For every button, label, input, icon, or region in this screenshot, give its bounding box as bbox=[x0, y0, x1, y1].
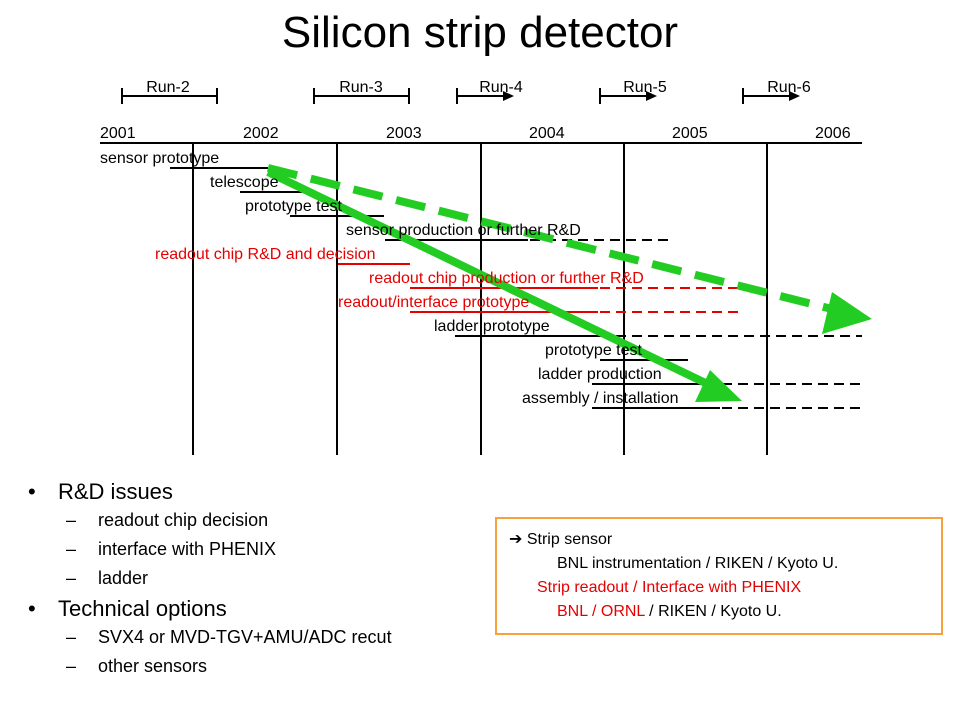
run-label: Run-6 bbox=[767, 79, 811, 96]
bullet-list: R&D issues readout chip decision interfa… bbox=[28, 480, 392, 685]
sub-bullet: SVX4 or MVD-TGV+AMU/ADC recut bbox=[28, 627, 392, 648]
year-label: 2003 bbox=[386, 125, 422, 142]
arrowhead-icon bbox=[695, 370, 742, 402]
task-label: ladder prototype bbox=[434, 318, 550, 335]
right-arrow-icon: ➔ bbox=[509, 531, 523, 548]
year-label: 2004 bbox=[529, 125, 565, 142]
sub-bullet: other sensors bbox=[28, 656, 392, 677]
year-label: 2005 bbox=[672, 125, 708, 142]
box-text: / RIKEN / Kyoto U. bbox=[644, 603, 782, 620]
run-6-marker: Run-6 bbox=[742, 79, 811, 104]
run-4-marker: Run-4 bbox=[456, 79, 523, 104]
task-label: telescope bbox=[210, 174, 279, 191]
run-markers: Run-2 Run-3 Run-4 Run-5 Run-6 bbox=[121, 79, 811, 104]
sub-bullet: interface with PHENIX bbox=[28, 539, 392, 560]
task-label: prototype test bbox=[545, 342, 643, 359]
task-label: readout/interface prototype bbox=[338, 294, 529, 311]
year-dividers bbox=[192, 143, 768, 455]
task-label: readout chip production or further R&D bbox=[369, 270, 644, 287]
delayed-schedule-arrow bbox=[266, 168, 722, 394]
page-title: Silicon strip detector bbox=[281, 8, 679, 57]
run-label: Run-2 bbox=[146, 79, 190, 96]
year-label: 2006 bbox=[815, 125, 851, 142]
run-label: Run-5 bbox=[623, 79, 667, 96]
box-heading: Strip sensor bbox=[526, 531, 613, 548]
arrowhead-icon bbox=[822, 292, 872, 334]
box-text-red: BNL / ORNL bbox=[557, 603, 645, 620]
bullet-technical-options: Technical options bbox=[28, 597, 392, 622]
box-line: BNL instrumentation / RIKEN / Kyoto U. bbox=[557, 555, 839, 572]
box-line-strip-sensor: ➔ Strip sensor bbox=[509, 528, 941, 552]
task-label: readout chip R&D and decision bbox=[155, 246, 376, 263]
run-2-marker: Run-2 bbox=[121, 79, 218, 104]
responsibility-box: ➔ Strip sensor BNL instrumentation / RIK… bbox=[495, 517, 943, 635]
task-label: assembly / installation bbox=[522, 390, 679, 407]
run-label: Run-4 bbox=[479, 79, 523, 96]
year-label: 2002 bbox=[243, 125, 279, 142]
task-label: sensor prototype bbox=[100, 150, 219, 167]
run-3-marker: Run-3 bbox=[313, 79, 410, 104]
sub-bullet: readout chip decision bbox=[28, 510, 392, 531]
task-labels: sensor prototype telescope prototype tes… bbox=[100, 150, 679, 407]
year-label: 2001 bbox=[100, 125, 136, 142]
bullet-rd-issues: R&D issues bbox=[28, 480, 392, 505]
run-label: Run-3 bbox=[339, 79, 383, 96]
run-5-marker: Run-5 bbox=[599, 79, 667, 104]
task-label: prototype test bbox=[245, 198, 343, 215]
year-labels: 2001 2002 2003 2004 2005 2006 bbox=[100, 125, 851, 142]
schedule-shift-arrows bbox=[266, 164, 872, 402]
planned-schedule-arrow bbox=[267, 164, 849, 317]
sub-bullet: ladder bbox=[28, 568, 392, 589]
task-label: sensor production or further R&D bbox=[346, 222, 581, 239]
task-label: ladder production bbox=[538, 366, 662, 383]
box-line-strip-readout: Strip readout / Interface with PHENIX bbox=[537, 579, 802, 596]
schedule-diagram: Run-2 Run-3 Run-4 Run-5 Run-6 200 bbox=[100, 79, 872, 455]
box-line-institutions: BNL / ORNL / RIKEN / Kyoto U. bbox=[509, 600, 941, 624]
